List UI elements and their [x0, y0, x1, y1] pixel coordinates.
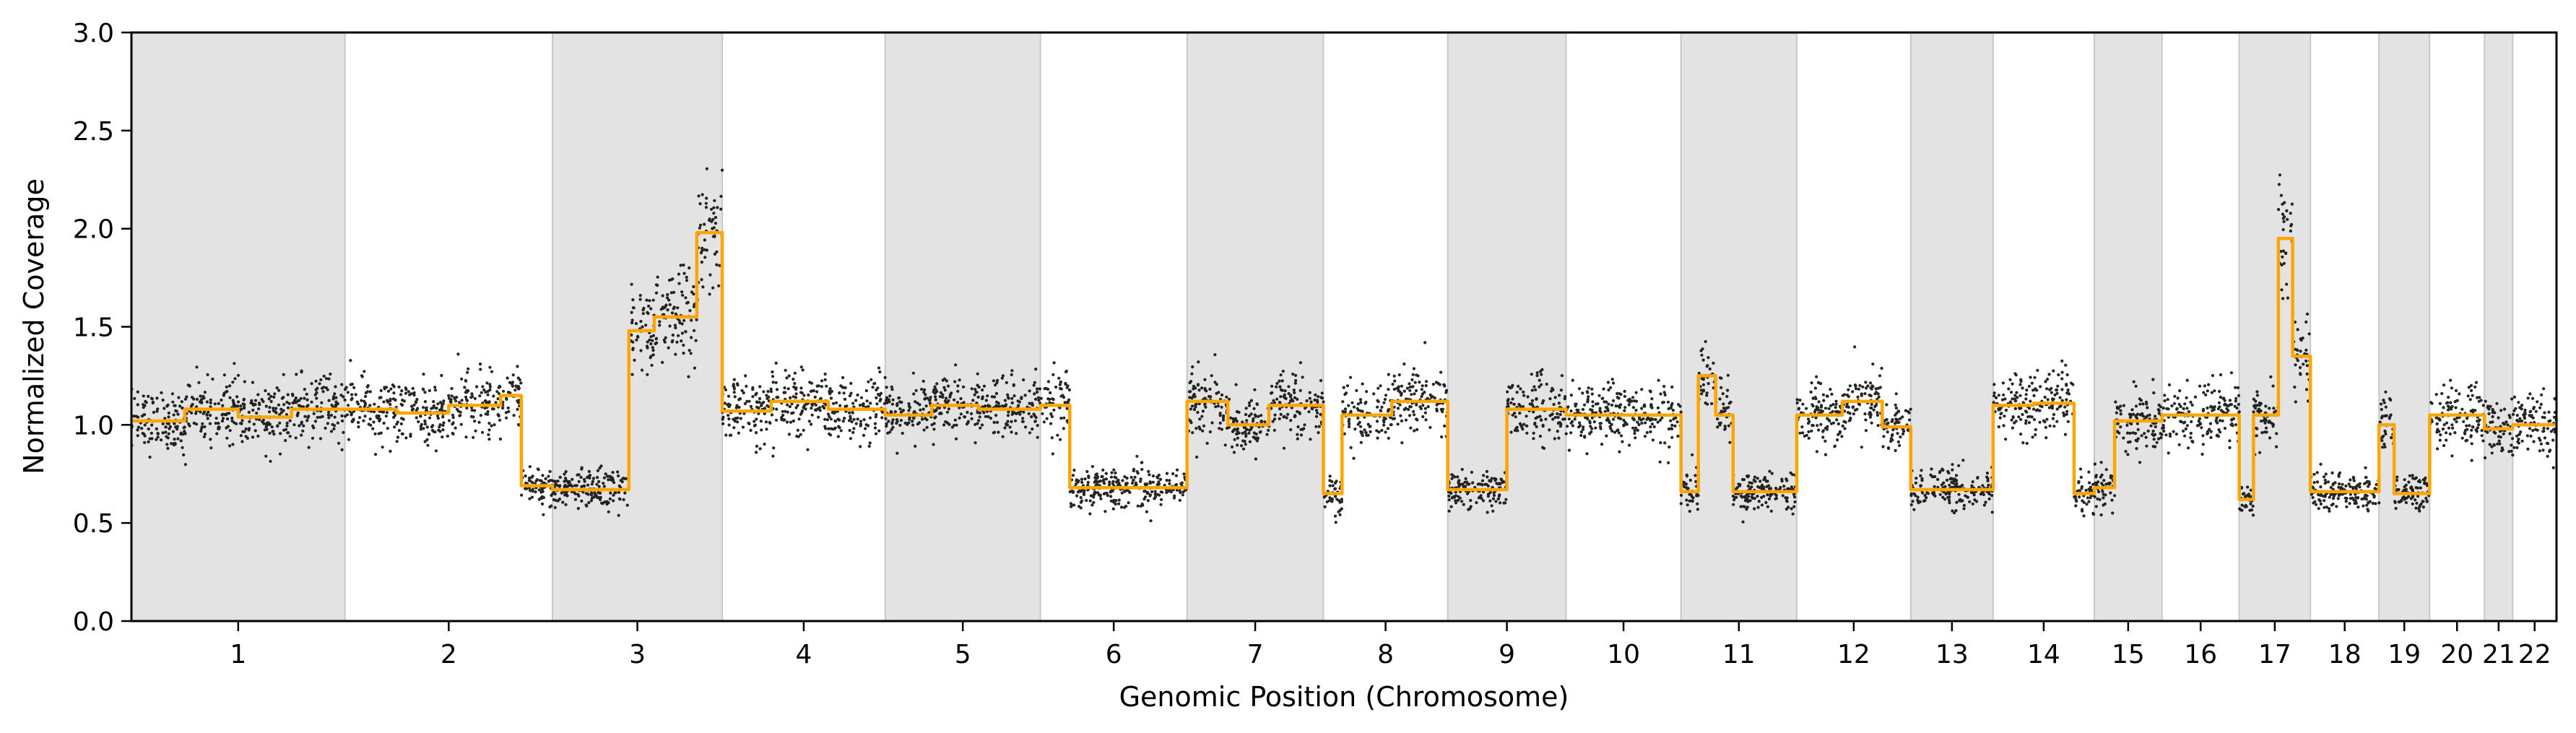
band-chr13: [1910, 32, 1993, 621]
segment-line-layer: [131, 230, 2557, 501]
band-chr7: [1187, 32, 1324, 621]
x-tick-label-chr14: 14: [2027, 640, 2060, 669]
coverage-points-path: [130, 167, 2558, 524]
x-tick-label-chr13: 13: [1935, 640, 1969, 669]
y-tick-label-3.0: 3.0: [73, 19, 114, 48]
x-tick-label-chr11: 11: [1722, 640, 1756, 669]
x-tick-label-chr16: 16: [2184, 640, 2217, 669]
x-tick-label-chr12: 12: [1837, 640, 1870, 669]
x-tick-label-chr5: 5: [955, 640, 971, 669]
band-chr17: [2239, 32, 2311, 621]
x-tick-label-chr20: 20: [2440, 640, 2473, 669]
y-tick-label-1.0: 1.0: [73, 411, 114, 441]
x-tick-label-chr15: 15: [2112, 640, 2145, 669]
x-tick-label-chr8: 8: [1377, 640, 1394, 669]
x-tick-label-chr19: 19: [2388, 640, 2421, 669]
y-tick-label-2.0: 2.0: [73, 215, 114, 245]
y-tick-label-0.5: 0.5: [73, 509, 114, 539]
y-axis: 0.0 0.5 1.0 1.5 2.0 2.5 3.0: [73, 19, 131, 637]
x-tick-label-chr21: 21: [2482, 640, 2515, 669]
x-tick-label-chr7: 7: [1247, 640, 1264, 669]
x-tick-label-chr6: 6: [1106, 640, 1122, 669]
x-tick-label-chr9: 9: [1499, 640, 1515, 669]
band-chr11: [1681, 32, 1797, 621]
band-chr9: [1447, 32, 1566, 621]
plot-frame: [130, 31, 2558, 623]
band-chr5: [885, 32, 1041, 621]
chromosome-bands: [131, 32, 2514, 621]
band-chr3: [552, 32, 723, 621]
x-tick-label-chr2: 2: [441, 640, 457, 669]
segment-line: [131, 230, 2557, 501]
band-chr19: [2379, 32, 2430, 621]
y-tick-label-1.5: 1.5: [73, 313, 114, 343]
x-tick-label-chr10: 10: [1607, 640, 1640, 669]
y-tick-label-0.0: 0.0: [73, 607, 114, 637]
x-tick-label-chr17: 17: [2258, 640, 2291, 669]
x-tick-label-chr4: 4: [795, 640, 812, 669]
coverage-points: [130, 167, 2558, 524]
x-axis-title: Genomic Position (Chromosome): [1119, 681, 1569, 713]
band-chr1: [131, 32, 345, 621]
x-axis: 1 2 3 4 5 6 7 8 9 10 11 12 13 14 15 16 17 18 19 20 21 22: [230, 621, 2551, 669]
band-chr21: [2484, 32, 2513, 621]
y-axis-title: Normalized Coverage: [18, 178, 50, 474]
band-chr15: [2094, 32, 2162, 621]
x-tick-label-chr3: 3: [629, 640, 646, 669]
y-tick-label-2.5: 2.5: [73, 117, 114, 147]
x-tick-label-chr22: 22: [2518, 640, 2551, 669]
x-tick-label-chr1: 1: [230, 640, 246, 669]
x-tick-label-chr18: 18: [2328, 640, 2362, 669]
